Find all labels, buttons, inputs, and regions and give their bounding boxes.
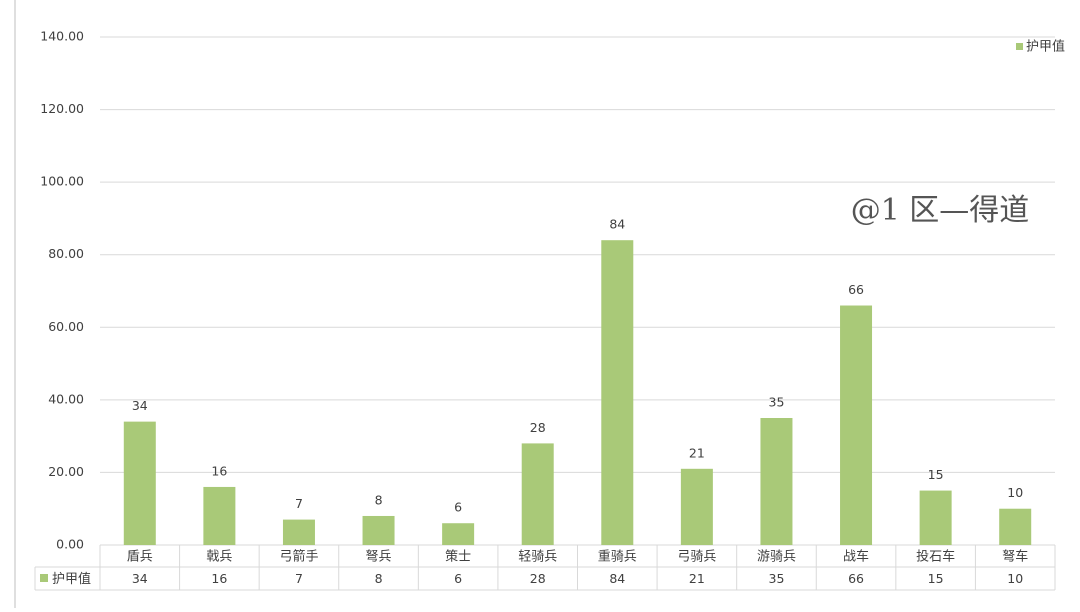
table-series-name: 护甲值 — [52, 571, 91, 587]
bar — [601, 240, 634, 545]
bar — [282, 519, 315, 545]
x-tick-label: 弓骑兵 — [677, 550, 716, 565]
y-tick-label: 60.00 — [48, 319, 84, 334]
y-tick-label: 100.00 — [40, 174, 84, 189]
data-label: 15 — [928, 467, 944, 482]
data-label: 84 — [609, 217, 625, 232]
table-value: 7 — [295, 571, 303, 586]
x-tick-label: 重骑兵 — [598, 549, 637, 565]
bar — [840, 305, 873, 545]
data-label: 35 — [769, 395, 785, 410]
data-label: 21 — [689, 445, 705, 460]
table-value: 84 — [609, 571, 625, 586]
x-tick-label: 轻骑兵 — [518, 550, 557, 565]
table-value: 28 — [530, 571, 546, 586]
legend-label: 护甲值 — [1026, 39, 1065, 55]
bar — [442, 523, 475, 545]
table-value: 21 — [689, 571, 705, 586]
x-tick-label: 盾兵 — [127, 550, 153, 565]
watermark: @1 区—得道 — [851, 193, 1030, 228]
data-label: 8 — [375, 492, 383, 507]
bar — [203, 486, 236, 545]
table-value: 35 — [769, 571, 785, 586]
data-label: 16 — [211, 463, 227, 478]
x-tick-label: 弩兵 — [366, 550, 392, 565]
y-tick-label: 0.00 — [56, 537, 84, 552]
x-tick-label: 弓箭手 — [279, 549, 318, 565]
bar — [680, 468, 713, 545]
y-tick-label: 20.00 — [48, 464, 84, 479]
data-label: 7 — [295, 496, 303, 511]
table-value: 6 — [454, 571, 462, 586]
bar — [919, 490, 952, 545]
table-value: 8 — [375, 571, 383, 586]
table-legend-key — [40, 574, 48, 582]
bar — [123, 421, 156, 545]
x-tick-label: 戟兵 — [206, 550, 232, 565]
data-label: 66 — [848, 282, 864, 297]
y-tick-label: 80.00 — [48, 246, 84, 261]
y-tick-label: 140.00 — [40, 29, 84, 44]
bar — [362, 515, 395, 545]
bar — [760, 418, 793, 545]
x-tick-label: 投石车 — [916, 549, 955, 565]
legend-key — [1016, 43, 1023, 50]
y-tick-label: 40.00 — [48, 391, 84, 406]
bar — [999, 508, 1032, 545]
table-value: 34 — [132, 571, 148, 586]
x-tick-label: 策士 — [445, 549, 471, 565]
data-label: 10 — [1007, 485, 1023, 500]
x-tick-label: 游骑兵 — [757, 550, 796, 565]
data-label: 28 — [530, 420, 546, 435]
table-value: 16 — [211, 571, 227, 586]
x-tick-label: 弩车 — [1002, 549, 1028, 565]
data-label: 34 — [132, 398, 148, 413]
bar — [521, 443, 554, 545]
table-value: 66 — [848, 571, 864, 586]
x-tick-label: 战车 — [843, 549, 869, 565]
y-tick-label: 120.00 — [40, 101, 84, 116]
table-value: 15 — [928, 571, 944, 586]
table-value: 10 — [1007, 571, 1023, 586]
data-label: 6 — [454, 500, 462, 515]
